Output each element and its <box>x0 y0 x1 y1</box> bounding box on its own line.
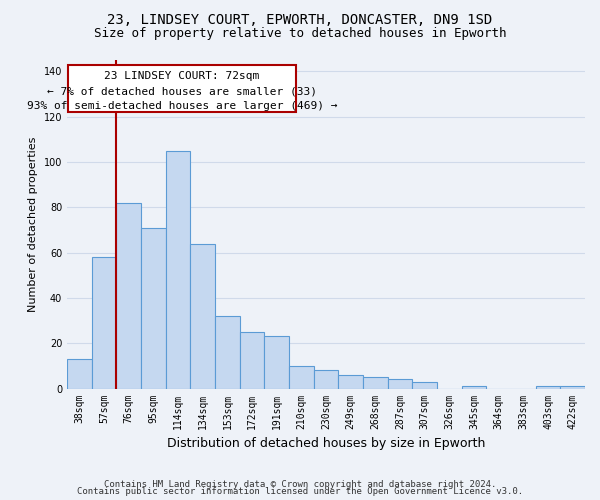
Bar <box>560 386 585 388</box>
Bar <box>92 257 116 388</box>
Text: 23, LINDSEY COURT, EPWORTH, DONCASTER, DN9 1SD: 23, LINDSEY COURT, EPWORTH, DONCASTER, D… <box>107 12 493 26</box>
Bar <box>363 377 388 388</box>
Text: Size of property relative to detached houses in Epworth: Size of property relative to detached ho… <box>94 28 506 40</box>
Text: Contains HM Land Registry data © Crown copyright and database right 2024.: Contains HM Land Registry data © Crown c… <box>104 480 496 489</box>
Bar <box>190 244 215 388</box>
Bar <box>166 150 190 388</box>
Bar <box>338 375 363 388</box>
Bar <box>141 228 166 388</box>
X-axis label: Distribution of detached houses by size in Epworth: Distribution of detached houses by size … <box>167 437 485 450</box>
Bar <box>289 366 314 388</box>
Bar <box>116 203 141 388</box>
Text: Contains public sector information licensed under the Open Government Licence v3: Contains public sector information licen… <box>77 487 523 496</box>
Bar <box>265 336 289 388</box>
Bar <box>67 359 92 388</box>
Text: 23 LINDSEY COURT: 72sqm: 23 LINDSEY COURT: 72sqm <box>104 72 260 82</box>
Bar <box>412 382 437 388</box>
Text: 93% of semi-detached houses are larger (469) →: 93% of semi-detached houses are larger (… <box>27 101 337 111</box>
Text: ← 7% of detached houses are smaller (33): ← 7% of detached houses are smaller (33) <box>47 86 317 96</box>
Y-axis label: Number of detached properties: Number of detached properties <box>28 136 38 312</box>
FancyBboxPatch shape <box>68 64 296 112</box>
Bar <box>461 386 487 388</box>
Bar <box>215 316 240 388</box>
Bar <box>536 386 560 388</box>
Bar <box>314 370 338 388</box>
Bar <box>388 380 412 388</box>
Bar <box>240 332 265 388</box>
